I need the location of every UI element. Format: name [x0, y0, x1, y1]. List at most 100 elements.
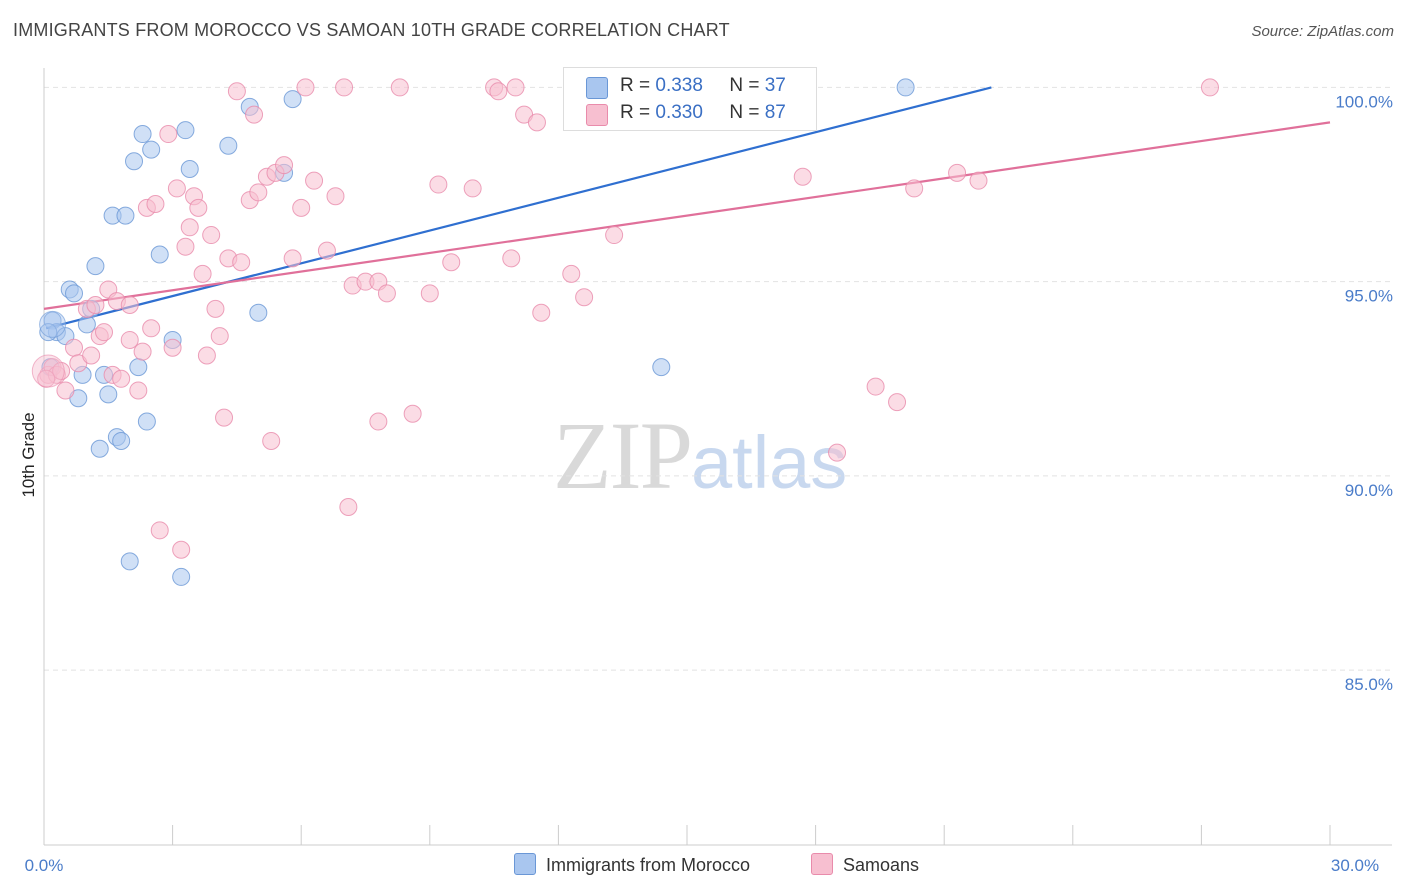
data-point [150, 245, 169, 264]
data-point [245, 105, 264, 124]
x-tick-label: 0.0% [25, 856, 64, 875]
data-point [146, 194, 165, 213]
data-point [506, 78, 525, 97]
data-point [86, 295, 105, 314]
y-tick-label: 85.0% [1345, 675, 1393, 694]
data-point-cluster [39, 310, 67, 338]
data-point [202, 226, 221, 245]
data-point [249, 183, 268, 202]
data-point [116, 206, 135, 225]
legend-r-value: 0.338 [655, 75, 703, 96]
data-point [969, 171, 988, 190]
y-tick-label: 90.0% [1345, 481, 1393, 500]
data-point [215, 408, 234, 427]
data-point [403, 404, 422, 423]
data-point [420, 284, 439, 303]
data-point [292, 198, 311, 217]
data-point [125, 152, 144, 171]
source-label: Source: ZipAtlas.com [1251, 23, 1394, 40]
data-point [133, 125, 152, 144]
data-point [56, 381, 75, 400]
data-point [219, 136, 238, 155]
data-point [150, 521, 169, 540]
y-axis-label: 10th Grade [19, 412, 38, 497]
data-point [317, 241, 336, 260]
stats-legend: R = 0.338 N = 37 R = 0.330 N = 87 [563, 67, 817, 131]
data-point [112, 431, 131, 450]
data-point [120, 330, 139, 349]
data-point [793, 167, 812, 186]
data-point [159, 125, 178, 144]
data-point [142, 319, 161, 338]
data-point [390, 78, 409, 97]
data-point [866, 377, 885, 396]
data-point-cluster [31, 354, 65, 388]
x-tick-label: 30.0% [1331, 856, 1379, 875]
bottom-legend-samoans[interactable]: Samoans [811, 853, 919, 876]
data-point [180, 218, 199, 237]
legend-n-label: N = [729, 75, 765, 96]
data-point [377, 284, 396, 303]
chart-title: IMMIGRANTS FROM MOROCCO VS SAMOAN 10TH G… [13, 20, 730, 40]
data-point [120, 552, 139, 571]
data-point [172, 540, 191, 559]
data-point [120, 295, 139, 314]
data-points [31, 78, 1219, 586]
legend-r-label: R = [620, 102, 656, 123]
data-point [210, 327, 229, 346]
series-samoans [37, 78, 1219, 559]
data-point [137, 412, 156, 431]
data-point [296, 78, 315, 97]
data-point [948, 163, 967, 182]
data-point [176, 237, 195, 256]
data-point [575, 288, 594, 307]
data-point [99, 385, 118, 404]
data-point [163, 338, 182, 357]
data-point [888, 393, 907, 412]
data-point [369, 412, 388, 431]
data-point [142, 140, 161, 159]
data-point [176, 121, 195, 140]
data-point [227, 82, 246, 101]
data-point [193, 264, 212, 283]
data-point [65, 338, 84, 357]
data-point [262, 431, 281, 450]
y-tick-label: 100.0% [1335, 92, 1393, 111]
axes [43, 68, 1392, 846]
data-point [489, 82, 508, 101]
data-point [652, 358, 671, 377]
data-point [905, 179, 924, 198]
bottom-legend-label-samoans: Samoans [843, 855, 920, 875]
legend-r-value: 0.330 [655, 102, 703, 123]
data-point [197, 346, 216, 365]
legend-r-label: R = [620, 75, 656, 96]
data-point [249, 303, 268, 322]
bottom-legend-morocco[interactable]: Immigrants from Morocco [514, 853, 750, 876]
gridlines [44, 86, 1392, 671]
data-point [112, 369, 131, 388]
trendline-morocco [45, 86, 992, 330]
data-point [527, 113, 546, 132]
data-point [82, 346, 101, 365]
bottom-legend-swatch-samoans [811, 853, 833, 875]
data-point [52, 362, 71, 381]
data-point [429, 175, 448, 194]
data-point [180, 160, 199, 179]
data-point [532, 303, 551, 322]
data-point [133, 342, 152, 361]
data-point [275, 156, 294, 175]
data-point [129, 358, 148, 377]
legend-n-label: N = [729, 102, 765, 123]
data-point [95, 323, 114, 342]
y-tick-label: 95.0% [1345, 287, 1393, 306]
data-point [189, 198, 208, 217]
legend-swatch-samoans [586, 104, 608, 126]
bottom-legend-label-morocco: Immigrants from Morocco [546, 855, 751, 875]
trendlines [43, 86, 1331, 330]
data-point [502, 249, 521, 268]
data-point [562, 264, 581, 283]
data-point [605, 226, 624, 245]
legend-swatch-morocco [586, 77, 608, 99]
data-point [206, 299, 225, 318]
